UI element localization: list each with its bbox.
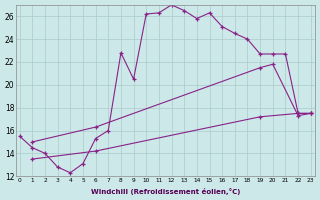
X-axis label: Windchill (Refroidissement éolien,°C): Windchill (Refroidissement éolien,°C) [91, 188, 240, 195]
